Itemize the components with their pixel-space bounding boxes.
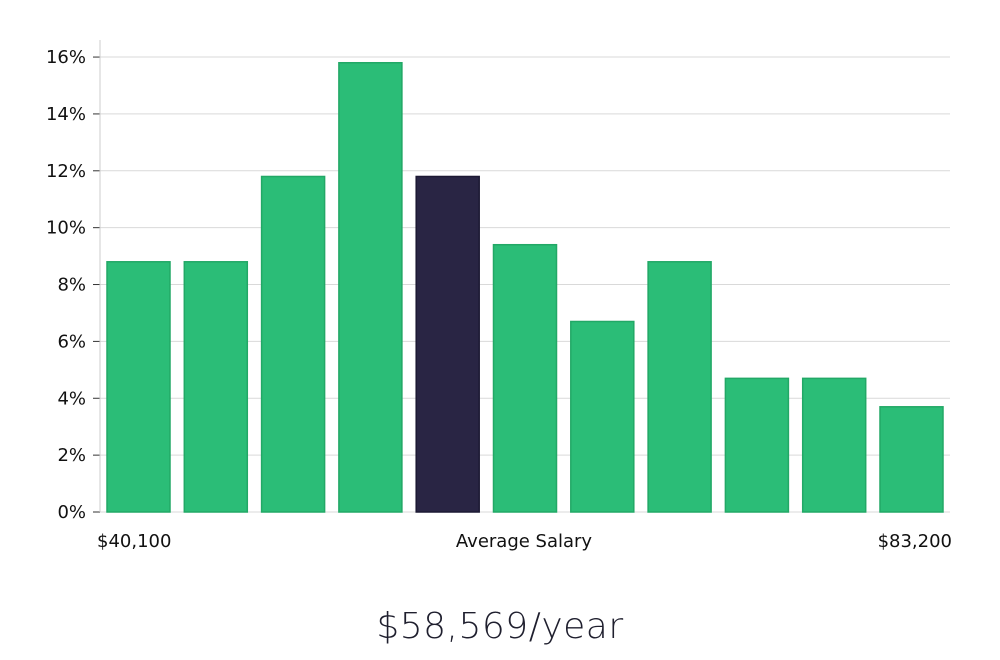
y-tick-label: 6%: [57, 331, 86, 352]
x-max-label: $83,200: [878, 531, 952, 552]
y-tick-label: 8%: [57, 275, 86, 296]
bar: [106, 261, 171, 513]
bar: [260, 175, 326, 513]
average-salary-headline: $58,569/year: [376, 606, 624, 647]
bar: [183, 261, 249, 513]
y-tick-label: 4%: [57, 388, 86, 409]
x-min-label: $40,100: [97, 531, 171, 552]
y-tick-label: 0%: [57, 502, 86, 523]
bar-highlighted: [415, 175, 480, 513]
x-axis-labels: $40,100 Average Salary $83,200: [97, 531, 952, 552]
bar: [338, 61, 403, 513]
bar: [801, 377, 867, 513]
y-tick-label: 16%: [46, 47, 86, 68]
y-tick-label: 12%: [46, 161, 86, 182]
x-axis-title: Average Salary: [456, 531, 593, 552]
bar: [570, 320, 635, 513]
salary-distribution-chart: 0% 2% 4% 6% 8% 10% 12% 14% 16% $40,100 Average S…: [46, 40, 952, 552]
bar: [492, 243, 558, 513]
y-tick-label: 10%: [46, 218, 86, 239]
bar: [879, 406, 944, 513]
bar: [647, 261, 712, 513]
y-axis-ticks: 0% 2% 4% 6% 8% 10% 12% 14% 16%: [46, 47, 100, 523]
bars: [106, 61, 944, 513]
y-tick-label: 14%: [46, 104, 86, 125]
bar: [724, 377, 790, 513]
y-tick-label: 2%: [57, 445, 86, 466]
